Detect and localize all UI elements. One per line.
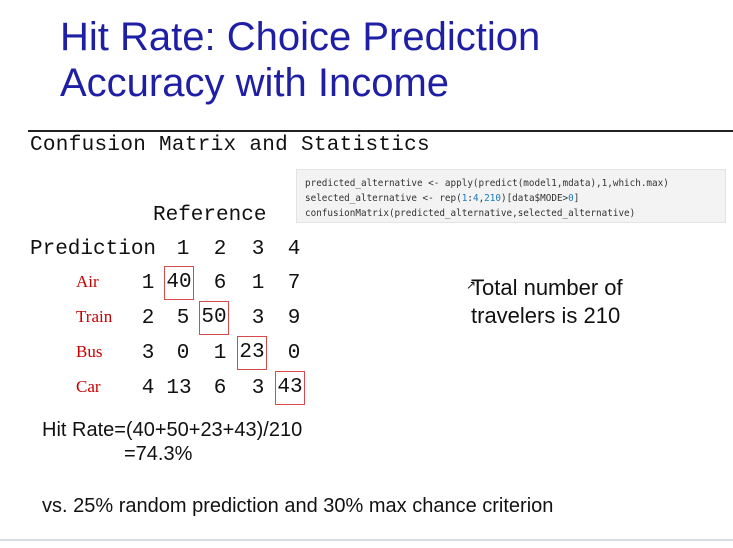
column-header: 4	[287, 238, 301, 261]
prediction-label: Prediction	[30, 238, 157, 261]
slide-title: Hit Rate: Choice Prediction Accuracy wit…	[60, 14, 700, 106]
matrix-cell: 6	[213, 377, 227, 400]
cursor-arrow-icon: ↗	[466, 278, 477, 292]
matrix-cell: 3	[251, 377, 265, 400]
matrix-cell-diagonal: 23	[237, 336, 267, 370]
total-travelers-note: Total number of travelers is 210	[471, 274, 623, 330]
matrix-cell-diagonal: 40	[164, 266, 194, 300]
bottom-divider	[0, 539, 733, 541]
confusion-matrix-header: Confusion Matrix and Statistics	[30, 134, 430, 157]
row-name-car: Car	[76, 377, 101, 396]
row-name-air: Air	[76, 272, 99, 291]
note-line-1: Total number of	[471, 275, 623, 300]
row-name-train: Train	[76, 307, 113, 326]
row-name-bus: Bus	[76, 342, 103, 361]
matrix-cell-diagonal: 50	[199, 301, 229, 335]
row-index: 4	[141, 377, 155, 400]
code-line-2: selected_alternative <- rep(1:4,210)[dat…	[305, 193, 580, 204]
r-code-box: predicted_alternative <- apply(predict(m…	[296, 169, 726, 223]
matrix-cell: 7	[287, 272, 301, 295]
title-line-1: Hit Rate: Choice Prediction	[60, 15, 541, 59]
row-index: 2	[141, 307, 155, 330]
row-index: 1	[141, 272, 155, 295]
comparison-note: vs. 25% random prediction and 30% max ch…	[42, 495, 554, 517]
column-header: 2	[213, 238, 227, 261]
hit-rate-result: =74.3%	[124, 443, 193, 465]
column-header: 3	[251, 238, 265, 261]
matrix-cell: 3	[251, 307, 265, 330]
matrix-cell-diagonal: 43	[275, 371, 305, 405]
column-header: 1	[176, 238, 190, 261]
matrix-cell: 13	[166, 377, 192, 400]
matrix-cell: 0	[287, 342, 301, 365]
matrix-cell: 0	[176, 342, 190, 365]
title-divider	[28, 130, 733, 132]
reference-label: Reference	[153, 204, 267, 227]
matrix-cell: 5	[176, 307, 190, 330]
matrix-cell: 1	[251, 272, 265, 295]
title-line-2: Accuracy with Income	[60, 61, 450, 105]
row-index: 3	[141, 342, 155, 365]
code-line-3: confusionMatrix(predicted_alternative,se…	[305, 208, 636, 219]
note-line-2: travelers is 210	[471, 303, 621, 328]
matrix-cell: 6	[213, 272, 227, 295]
matrix-cell: 1	[213, 342, 227, 365]
code-line-1: predicted_alternative <- apply(predict(m…	[305, 178, 669, 189]
hit-rate-formula: Hit Rate=(40+50+23+43)/210	[42, 419, 303, 441]
matrix-cell: 9	[287, 307, 301, 330]
